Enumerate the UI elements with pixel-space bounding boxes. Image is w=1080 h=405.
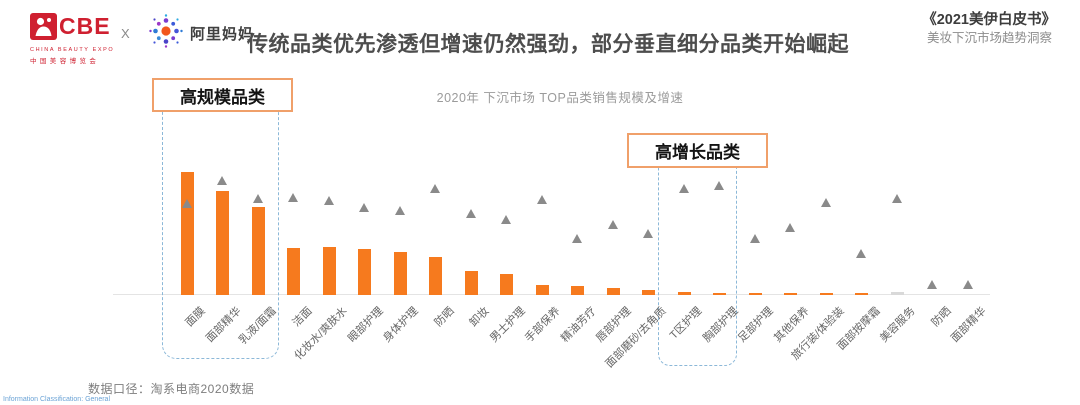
growth-triangle	[430, 184, 440, 193]
category-bar	[287, 248, 300, 295]
growth-triangle	[394, 206, 405, 215]
x-axis-line	[113, 294, 990, 295]
category-bar	[358, 249, 371, 295]
category-label: 手部保养	[523, 305, 563, 345]
growth-triangle	[607, 220, 618, 229]
category-bar	[642, 290, 655, 295]
category-bar	[180, 172, 194, 295]
growth-triangle	[891, 194, 902, 203]
growth-triangle	[927, 280, 937, 289]
growth-triangle	[785, 223, 795, 232]
data-source-note: 数据口径：淘系电商2020数据	[88, 382, 255, 396]
classification-note: Information Classification: General	[3, 396, 110, 403]
growth-triangle	[536, 195, 547, 204]
category-bar	[713, 292, 726, 295]
whitepaper-title: 《2021美伊白皮书》	[922, 12, 1056, 28]
growth-triangle	[962, 280, 973, 289]
high-scale-callout: 高规模品类	[152, 78, 293, 112]
high-scale-dashed-region	[162, 109, 279, 359]
cbe-logo: CBE CHINA BEAUTY EXPO 中国美容博览会	[30, 13, 115, 65]
growth-triangle	[465, 209, 476, 218]
alimama-wordmark: 阿里妈妈	[190, 26, 255, 43]
growth-triangle	[217, 176, 227, 185]
category-label: 面部精华	[949, 305, 989, 345]
category-bar	[677, 292, 691, 295]
category-label: 身体护理	[381, 305, 421, 345]
category-bar	[500, 274, 513, 295]
growth-triangle	[323, 196, 334, 205]
growth-triangle	[714, 181, 724, 190]
chart-title: 2020年 下沉市场 TOP品类销售规模及增速	[436, 91, 684, 105]
category-label: 防晒	[929, 305, 954, 330]
category-bar	[606, 288, 620, 295]
category-bar	[819, 293, 833, 295]
growth-triangle	[501, 215, 511, 224]
category-bar	[535, 285, 549, 295]
category-bar	[322, 247, 336, 295]
category-bar	[464, 271, 478, 295]
category-label: 洁面	[290, 305, 315, 330]
growth-triangle	[288, 193, 298, 202]
category-label: 防晒	[432, 305, 457, 330]
alimama-logo: 阿里妈妈	[147, 12, 254, 55]
category-bar	[890, 292, 904, 295]
growth-triangle	[678, 184, 689, 193]
whitepaper-subtitle: 美妆下沉市场趋势洞察	[926, 31, 1052, 45]
growth-triangle	[749, 234, 760, 243]
category-label: 精油芳疗	[558, 305, 599, 345]
category-label: 美容服务	[878, 305, 918, 345]
growth-triangle	[252, 194, 263, 203]
cbe-logo-icon	[30, 13, 57, 45]
category-bar	[784, 293, 797, 295]
category-bar	[393, 252, 407, 295]
growth-triangle	[572, 234, 582, 243]
category-bar	[748, 293, 762, 295]
category-bar	[571, 286, 584, 295]
growth-triangle	[359, 203, 369, 212]
high-growth-callout: 高增长品类	[627, 133, 768, 168]
growth-triangle	[643, 229, 653, 238]
category-label: 足部护理	[736, 305, 776, 345]
category-bar	[251, 207, 265, 295]
category-bar	[216, 191, 229, 295]
category-bar	[855, 293, 868, 295]
cbe-wordmark: CBE	[59, 13, 111, 39]
growth-triangle	[820, 198, 831, 207]
cbe-english-line: CHINA BEAUTY EXPO	[30, 47, 115, 53]
high-growth-dashed-region	[658, 165, 737, 366]
growth-triangle	[181, 199, 192, 208]
cbe-chinese-line: 中国美容博览会	[30, 58, 100, 65]
category-label: 卸妆	[467, 305, 492, 330]
category-label: 眼部护理	[345, 305, 386, 345]
growth-triangle	[856, 249, 866, 258]
category-label: 男士护理	[487, 305, 528, 345]
brand-separator: X	[121, 26, 130, 41]
category-bar	[429, 257, 442, 295]
page-title: 传统品类优先渗透但增速仍然强劲，部分垂直细分品类开始崛起	[247, 33, 849, 56]
alimama-logo-icon	[147, 12, 185, 55]
